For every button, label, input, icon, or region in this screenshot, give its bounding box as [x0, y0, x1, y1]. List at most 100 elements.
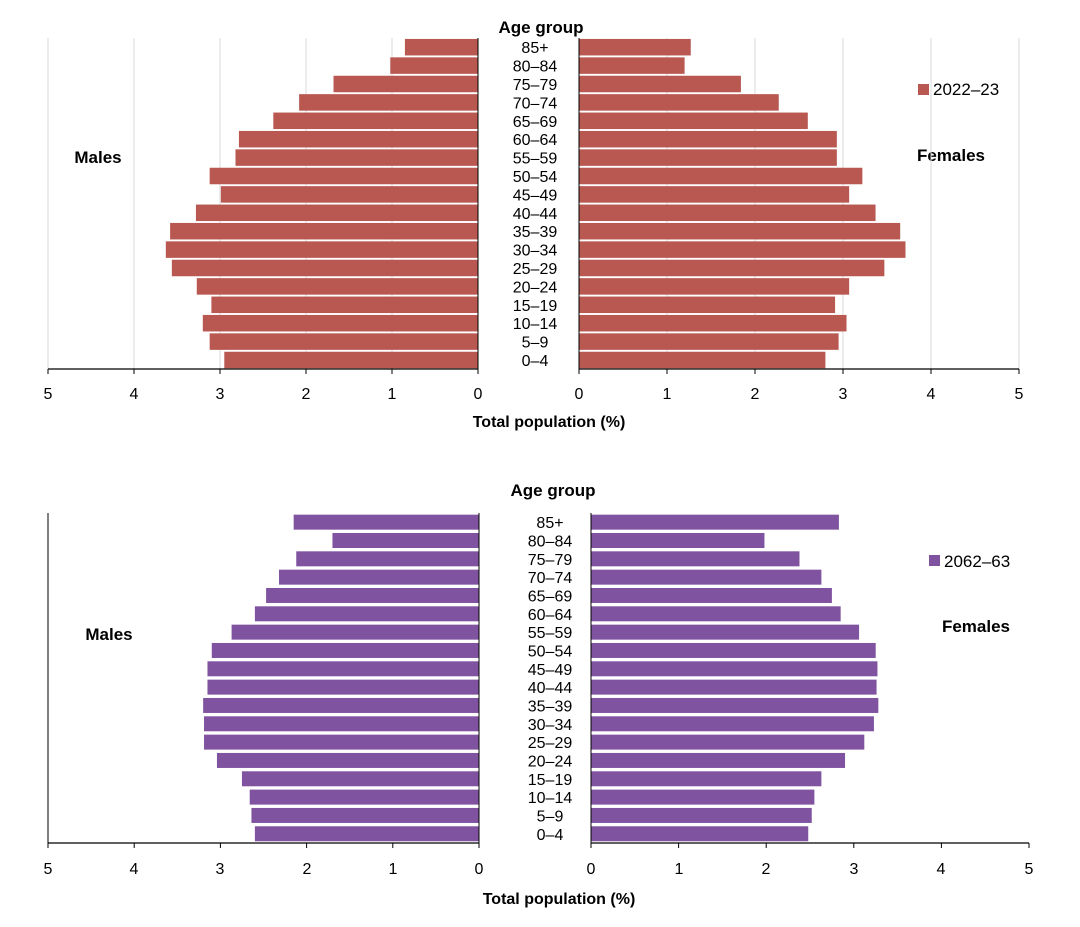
- female-bar: [591, 826, 809, 842]
- male-bar: [203, 697, 479, 713]
- tick-label: 5: [1025, 861, 1034, 878]
- male-bar: [332, 532, 479, 548]
- age-category-label: 70–74: [528, 570, 573, 587]
- male-bar: [207, 661, 479, 677]
- female-bar: [579, 130, 837, 148]
- age-category-label: 60–64: [528, 607, 573, 624]
- age-category-label: 80–84: [513, 59, 558, 76]
- age-category-label: 75–79: [513, 77, 558, 94]
- male-bar: [251, 807, 479, 823]
- tick-label: 1: [389, 861, 398, 878]
- male-bar: [266, 587, 479, 603]
- age-category-label: 85+: [521, 40, 548, 57]
- female-bar: [579, 186, 850, 203]
- age-category-label: 20–24: [513, 279, 558, 296]
- female-bar: [579, 351, 826, 369]
- male-bar: [196, 278, 478, 295]
- male-bar: [333, 75, 478, 93]
- female-bar: [579, 38, 691, 56]
- chart-2-legend-swatch: [929, 555, 940, 566]
- tick-label: 4: [927, 386, 936, 403]
- tick-label: 2: [302, 386, 311, 403]
- age-category-label: 15–19: [528, 772, 573, 789]
- age-category-label: 40–44: [528, 680, 573, 697]
- chart-2-females-label: Females: [942, 617, 1010, 636]
- female-bar: [591, 606, 841, 622]
- male-bar: [279, 569, 479, 585]
- female-bar: [579, 167, 863, 185]
- age-category-label: 85+: [536, 515, 563, 532]
- male-bar: [235, 149, 478, 166]
- tick-label: 5: [44, 861, 53, 878]
- tick-label: 0: [474, 386, 483, 403]
- male-bar: [165, 241, 478, 258]
- female-bar: [591, 624, 860, 640]
- chart-1-males-label: Males: [74, 148, 121, 167]
- age-category-label: 25–29: [513, 261, 558, 278]
- female-bar: [591, 807, 812, 823]
- male-bar: [171, 259, 478, 277]
- tick-label: 0: [575, 386, 584, 403]
- female-bar: [579, 222, 901, 240]
- chart-1-legend-swatch: [918, 84, 929, 95]
- female-bar: [579, 204, 876, 222]
- male-bar: [202, 314, 479, 332]
- female-bar: [591, 551, 800, 567]
- age-category-label: 45–49: [528, 662, 573, 679]
- male-bar: [296, 551, 479, 567]
- female-bar: [591, 569, 822, 585]
- chart-2-legend-label: 2062–63: [944, 552, 1010, 571]
- age-category-label: 35–39: [528, 698, 573, 715]
- age-category-label: 35–39: [513, 224, 558, 241]
- male-bar: [209, 167, 478, 185]
- tick-label: 5: [44, 386, 53, 403]
- tick-label: 2: [762, 861, 771, 878]
- age-category-label: 60–64: [513, 132, 558, 149]
- age-category-label: 45–49: [513, 187, 558, 204]
- chart-2-males-label: Males: [85, 625, 132, 644]
- chart-2-title: Age group: [511, 481, 596, 500]
- female-bar: [579, 278, 850, 295]
- male-bar: [254, 826, 479, 842]
- male-bar: [170, 222, 478, 240]
- tick-label: 1: [388, 386, 397, 403]
- female-bar: [591, 514, 839, 530]
- age-category-label: 25–29: [528, 735, 573, 752]
- female-bar: [579, 314, 847, 332]
- tick-label: 3: [216, 861, 225, 878]
- age-category-label: 20–24: [528, 753, 573, 770]
- male-bar: [224, 351, 478, 369]
- female-bar: [579, 75, 741, 93]
- chart-2: Age group Males Females 2062–63 Total po…: [44, 481, 1034, 908]
- age-category-label: 50–54: [528, 643, 573, 660]
- male-bar: [209, 333, 478, 350]
- male-bar: [390, 57, 478, 74]
- tick-label: 3: [839, 386, 848, 403]
- chart-1-legend-label: 2022–23: [933, 80, 999, 99]
- male-bar: [204, 734, 479, 750]
- age-category-label: 55–59: [528, 625, 573, 642]
- male-bar: [231, 624, 479, 640]
- age-category-label: 0–4: [537, 827, 564, 844]
- tick-label: 1: [675, 861, 684, 878]
- tick-label: 4: [937, 861, 946, 878]
- tick-label: 3: [216, 386, 225, 403]
- age-category-label: 40–44: [513, 206, 558, 223]
- age-category-label: 5–9: [537, 808, 564, 825]
- male-bar: [207, 679, 479, 695]
- female-bar: [579, 57, 685, 74]
- chart-2-left-ticks: 5 4 3 2 1 0: [44, 861, 484, 878]
- female-bar: [579, 333, 839, 350]
- female-bar: [591, 734, 865, 750]
- female-bar: [591, 752, 846, 768]
- chart-1-x-axis-title: Total population (%): [473, 414, 626, 431]
- male-bar: [211, 642, 479, 658]
- age-category-label: 65–69: [528, 588, 573, 605]
- tick-label: 1: [663, 386, 672, 403]
- female-bar: [591, 771, 822, 787]
- age-category-label: 10–14: [528, 790, 573, 807]
- age-category-label: 10–14: [513, 316, 558, 333]
- male-bar: [299, 94, 478, 111]
- female-bar: [591, 642, 876, 658]
